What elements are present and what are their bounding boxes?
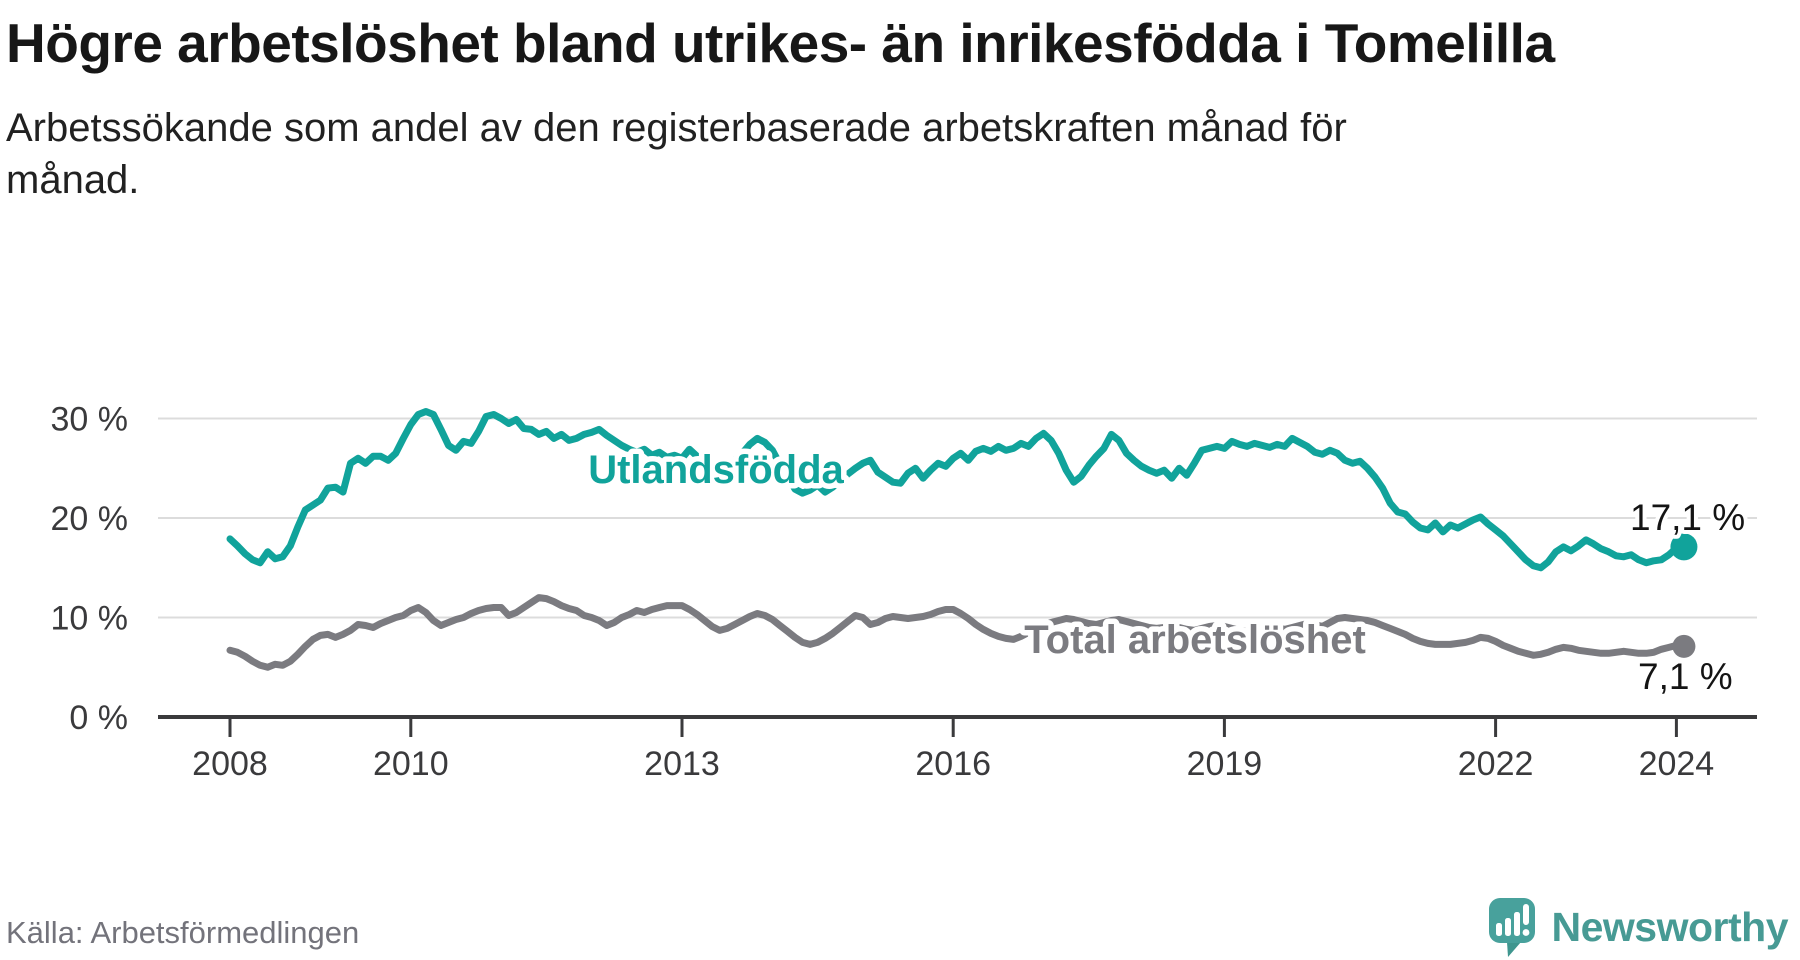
- newsworthy-brand: Newsworthy: [1487, 896, 1789, 958]
- series-label-total: Total arbetslöshet: [1024, 618, 1366, 662]
- logo-bar-large: [1513, 912, 1520, 936]
- logo-bar-small: [1495, 923, 1502, 936]
- logo-exclamation-dot: [1522, 929, 1529, 936]
- logo-exclamation-bar: [1522, 904, 1529, 925]
- logo-bar-medium: [1504, 918, 1511, 936]
- series-line-total: [226, 594, 1688, 671]
- end-value-label-total: 7,1 %: [1638, 656, 1733, 697]
- x-axis-tick-label: 2016: [915, 745, 991, 783]
- y-axis-tick-label: 30 %: [51, 401, 129, 439]
- newsworthy-wordmark: Newsworthy: [1551, 903, 1789, 950]
- series-end-dot-utlandsfodda: [1670, 533, 1698, 561]
- series-line-utlandsfodda: [226, 408, 1688, 572]
- x-axis-tick-label: 2013: [644, 745, 720, 783]
- y-axis-tick-label: 20 %: [51, 500, 129, 538]
- y-axis-tick-label: 10 %: [51, 600, 129, 638]
- chart-page: { "header": { "title": "Högre arbetslösh…: [0, 12, 1800, 960]
- x-axis-tick-label: 2008: [192, 745, 268, 783]
- end-value-label-utlandsfodda: 17,1 %: [1630, 497, 1745, 538]
- unemployment-line-chart: 0 % 10 % 20 % 30 % 2008 2010 2013 2016 2019 2022 2…: [51, 401, 1757, 783]
- page-title: Högre arbetslöshet bland utrikes- än inr…: [6, 12, 1555, 74]
- source-note: Källa: Arbetsförmedlingen: [6, 915, 360, 950]
- x-axis-tick-label: 2010: [373, 745, 449, 783]
- page-subtitle: Arbetssökande som andel av den registerb…: [6, 105, 1347, 203]
- series-end-dot-total: [1672, 634, 1696, 658]
- x-axis-tick-label: 2022: [1458, 745, 1534, 783]
- series-label-utlandsfodda: Utlandsfödda: [588, 448, 844, 492]
- newsworthy-logo-icon: [1488, 898, 1535, 957]
- x-axis-tick-label: 2024: [1639, 745, 1715, 783]
- x-axis-tick-label: 2019: [1187, 745, 1263, 783]
- y-axis-tick-label: 0 %: [69, 699, 128, 737]
- logo-bubble-tail: [1506, 942, 1521, 957]
